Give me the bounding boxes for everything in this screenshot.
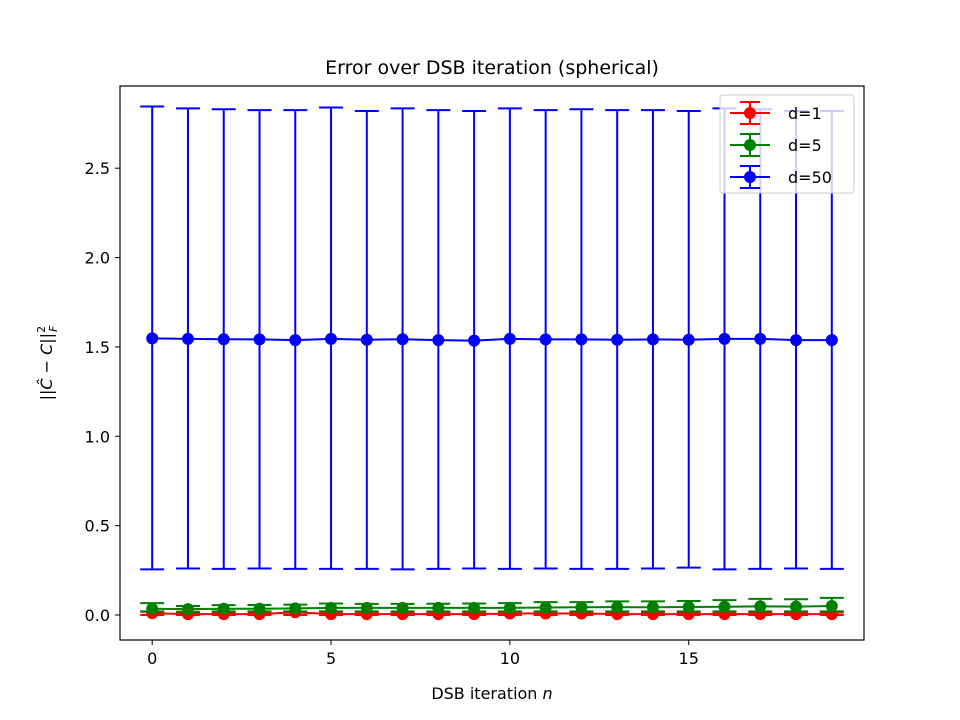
data-point (790, 334, 803, 347)
legend-entry: d=1 (730, 101, 822, 125)
data-point (754, 600, 767, 613)
legend-entries: d=1 d=5 d=50 (730, 101, 832, 189)
plot-frame (119, 85, 865, 641)
data-point (396, 333, 409, 346)
data-point (682, 333, 695, 346)
data-point (575, 601, 588, 614)
data-point (289, 602, 302, 615)
x-axis-label: DSB iteration n (431, 684, 552, 703)
data-point (146, 602, 159, 615)
y-axis-label-c: C (37, 343, 56, 355)
data-point (825, 600, 838, 613)
legend-marker (744, 171, 756, 183)
legend-box (719, 94, 855, 194)
y-axis-label-sup: 2 (35, 326, 48, 333)
data-point (682, 600, 695, 613)
x-tick-label: 0 (147, 649, 157, 668)
data-point (718, 332, 731, 345)
data-point (289, 334, 302, 347)
data-point (360, 333, 373, 346)
data-point (646, 333, 659, 346)
data-point (396, 601, 409, 614)
legend-entry: d=50 (730, 165, 832, 189)
data-point (790, 600, 803, 613)
chart-title: Error over DSB iteration (spherical) (325, 57, 659, 79)
data-point (646, 601, 659, 614)
x-axis-label-var: n (543, 684, 553, 703)
y-axis-label-minus: − (37, 355, 56, 379)
legend-marker (744, 107, 756, 119)
data-point (754, 332, 767, 345)
data-point (611, 601, 624, 614)
y-axis-label: ||Ĉ − C||2F (35, 325, 60, 400)
y-tick-label: 0.0 (85, 606, 110, 625)
y-tick-label: 2.0 (85, 249, 110, 268)
data-point (325, 601, 338, 614)
data-point (503, 332, 516, 345)
y-axis-label-norm: || (37, 390, 56, 401)
data-point (468, 601, 481, 614)
y-tick-label: 2.5 (85, 159, 110, 178)
ticks-layer: 0 5 10 15 0.0 0.5 1.0 1.5 2.0 2.5 (85, 159, 699, 668)
y-axis-label-norm-close: || (37, 333, 56, 344)
data-point (253, 333, 266, 346)
data-point (360, 601, 373, 614)
y-axis-label-chat: Ĉ (37, 378, 56, 390)
legend: d=1 d=5 d=50 (719, 94, 855, 194)
legend-label: d=1 (788, 104, 822, 123)
data-point (217, 333, 230, 346)
y-axis-label-sub: F (47, 325, 60, 332)
data-point (432, 601, 445, 614)
y-tick-label: 1.0 (85, 427, 110, 446)
data-point (325, 332, 338, 345)
data-point (217, 602, 230, 615)
data-point (181, 603, 194, 616)
data-point (468, 334, 481, 347)
x-axis-label-text: DSB iteration (431, 684, 542, 703)
legend-label: d=5 (788, 136, 822, 155)
series-d-5 (140, 596, 844, 616)
data-point (503, 601, 516, 614)
data-point (432, 334, 445, 347)
data-point (539, 333, 552, 346)
data-point (575, 333, 588, 346)
legend-entry: d=5 (730, 133, 822, 157)
y-tick-label: 1.5 (85, 338, 110, 357)
data-point (539, 601, 552, 614)
data-point (718, 600, 731, 613)
data-point (611, 333, 624, 346)
legend-marker (744, 139, 756, 151)
data-point (181, 332, 194, 345)
x-tick-label: 15 (679, 649, 699, 668)
data-point (146, 332, 159, 345)
y-tick-label: 0.5 (85, 517, 110, 536)
data-point (825, 334, 838, 347)
data-point (253, 602, 266, 615)
x-tick-label: 10 (500, 649, 520, 668)
legend-label: d=50 (788, 168, 832, 187)
x-tick-label: 5 (326, 649, 336, 668)
